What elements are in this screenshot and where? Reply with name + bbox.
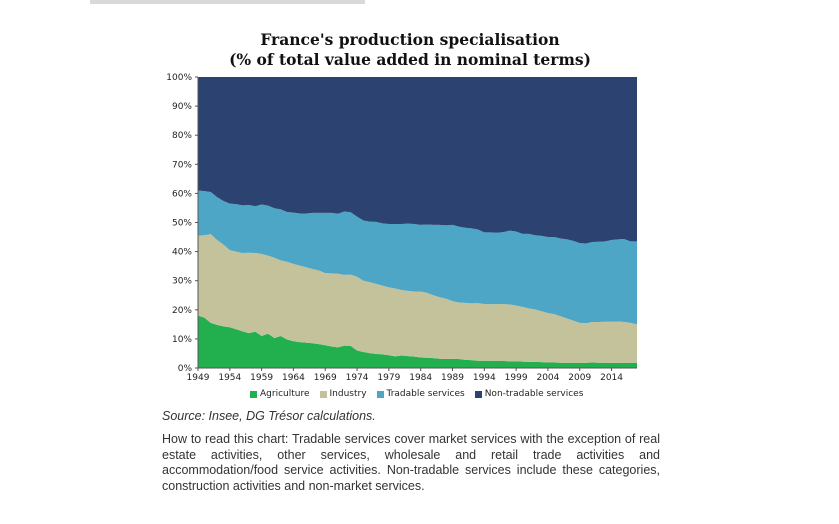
y-tick-label: 100% [166, 73, 192, 83]
legend-item: Agriculture [250, 389, 310, 399]
y-tick-label: 90% [172, 102, 192, 112]
stacked-area-chart: 0% 10% 20% 30% 40% 50% 60% 70% 80% 90% 100% 1949 195… [166, 73, 637, 383]
x-tick-label: 1979 [377, 373, 400, 383]
legend-item: Non-tradable services [474, 389, 584, 399]
legend-swatch [250, 390, 257, 398]
x-tick-label: 1994 [473, 373, 496, 383]
legend-swatch [319, 390, 327, 398]
area-non-tradable-services [198, 77, 637, 244]
x-tick-label: 2009 [568, 373, 591, 383]
y-tick-label: 10% [172, 335, 192, 345]
x-tick-label: 1984 [409, 373, 432, 383]
y-tick-label: 30% [172, 277, 192, 287]
legend-label: Industry [329, 389, 367, 399]
legend-label: Tradable services [386, 389, 465, 399]
x-tick-label: 1964 [282, 373, 305, 383]
x-tick-label: 1969 [314, 373, 337, 383]
y-tick-label: 20% [172, 306, 192, 316]
x-tick-label: 2014 [600, 373, 623, 383]
area-agriculture [198, 315, 637, 368]
legend-swatch [376, 390, 384, 398]
y-tick-label: 0% [178, 364, 193, 374]
x-tick-label: 1959 [250, 373, 273, 383]
x-tick-label: 1974 [346, 373, 369, 383]
y-tick-label: 60% [172, 189, 192, 199]
x-tick-label: 1999 [505, 373, 528, 383]
legend-label: Non-tradable services [484, 389, 584, 399]
chart-legend: Agriculture Industry Tradable services Non-… [250, 389, 583, 399]
area-industry [198, 234, 637, 364]
chart-title: France's production specialisation [260, 30, 560, 49]
x-tick-label: 1949 [187, 373, 210, 383]
y-tick-label: 40% [172, 248, 192, 258]
reading-note: How to read this chart: Tradable service… [162, 432, 660, 493]
x-tick-label: 1989 [441, 373, 464, 383]
legend-item: Tradable services [376, 389, 465, 399]
y-tick-label: 70% [172, 160, 192, 170]
legend-item: Industry [319, 389, 367, 399]
y-tick-label: 80% [172, 131, 192, 141]
x-tick-label: 2004 [536, 373, 559, 383]
chart-subtitle: (% of total value added in nominal terms… [229, 50, 591, 69]
y-tick-label: 50% [172, 219, 192, 229]
header-rule [90, 0, 365, 4]
legend-swatch [474, 390, 482, 398]
legend-label: Agriculture [260, 389, 310, 399]
x-tick-label: 1954 [218, 373, 241, 383]
source-note: Source: Insee, DG Trésor calculations. [162, 409, 376, 423]
area-tradable-services [198, 190, 637, 325]
